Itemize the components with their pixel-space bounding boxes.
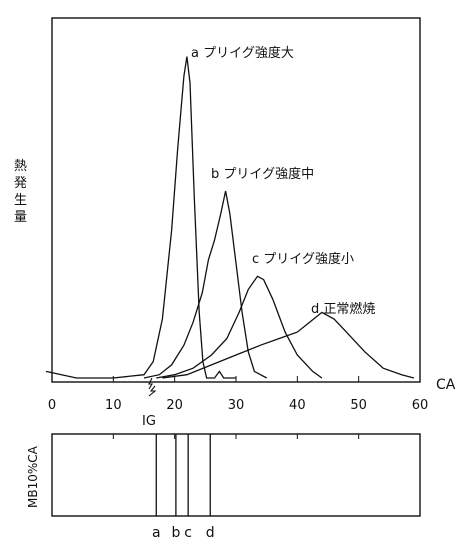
ignition-spark-icon bbox=[148, 377, 157, 397]
series-line-1 bbox=[143, 190, 268, 379]
series-label-1: b プリイグ強度中 bbox=[211, 166, 314, 182]
bottom-y-axis-label: MB10%CA bbox=[26, 445, 40, 508]
mb10-label-c: c bbox=[184, 525, 192, 541]
series-lines bbox=[45, 56, 415, 379]
x-tick-label: 40 bbox=[289, 398, 306, 413]
top-x-ticks: 0 10 20 30 40 50 60 bbox=[48, 376, 428, 413]
bottom-x-ticks bbox=[51, 434, 421, 439]
series-line-3 bbox=[162, 311, 415, 379]
mb10-label-d: d bbox=[206, 525, 215, 541]
ignition-label: IG bbox=[142, 414, 156, 429]
series-label-3: d 正常燃焼 bbox=[311, 301, 375, 317]
x-tick-label: 60 bbox=[412, 398, 429, 413]
x-tick-label: 0 bbox=[48, 398, 56, 413]
heat-release-plot: 0 10 20 30 40 50 60 a プリイグ強度大 b プリイグ強度中 c プリイグ強度… bbox=[14, 17, 456, 429]
series-labels: a プリイグ強度大 b プリイグ強度中 c プリイグ強度小 d 正常燃焼 bbox=[191, 45, 375, 317]
y-axis-label: 熱発生量 bbox=[14, 159, 27, 225]
bottom-plot-frame bbox=[51, 433, 421, 517]
series-line-0 bbox=[45, 56, 236, 379]
x-axis-label: CA bbox=[436, 377, 456, 393]
series-label-2: c プリイグ強度小 bbox=[252, 251, 354, 267]
mb10-lines bbox=[155, 434, 211, 516]
x-tick-label: 30 bbox=[228, 398, 245, 413]
series-line-2 bbox=[156, 275, 323, 379]
x-tick-label: 20 bbox=[166, 398, 183, 413]
x-tick-label: 50 bbox=[350, 398, 367, 413]
mb10-label-a: a bbox=[152, 525, 161, 541]
top-plot-frame bbox=[51, 17, 421, 383]
mb10-label-b: b bbox=[171, 525, 180, 541]
x-tick-label: 10 bbox=[105, 398, 122, 413]
series-label-0: a プリイグ強度大 bbox=[191, 45, 294, 61]
